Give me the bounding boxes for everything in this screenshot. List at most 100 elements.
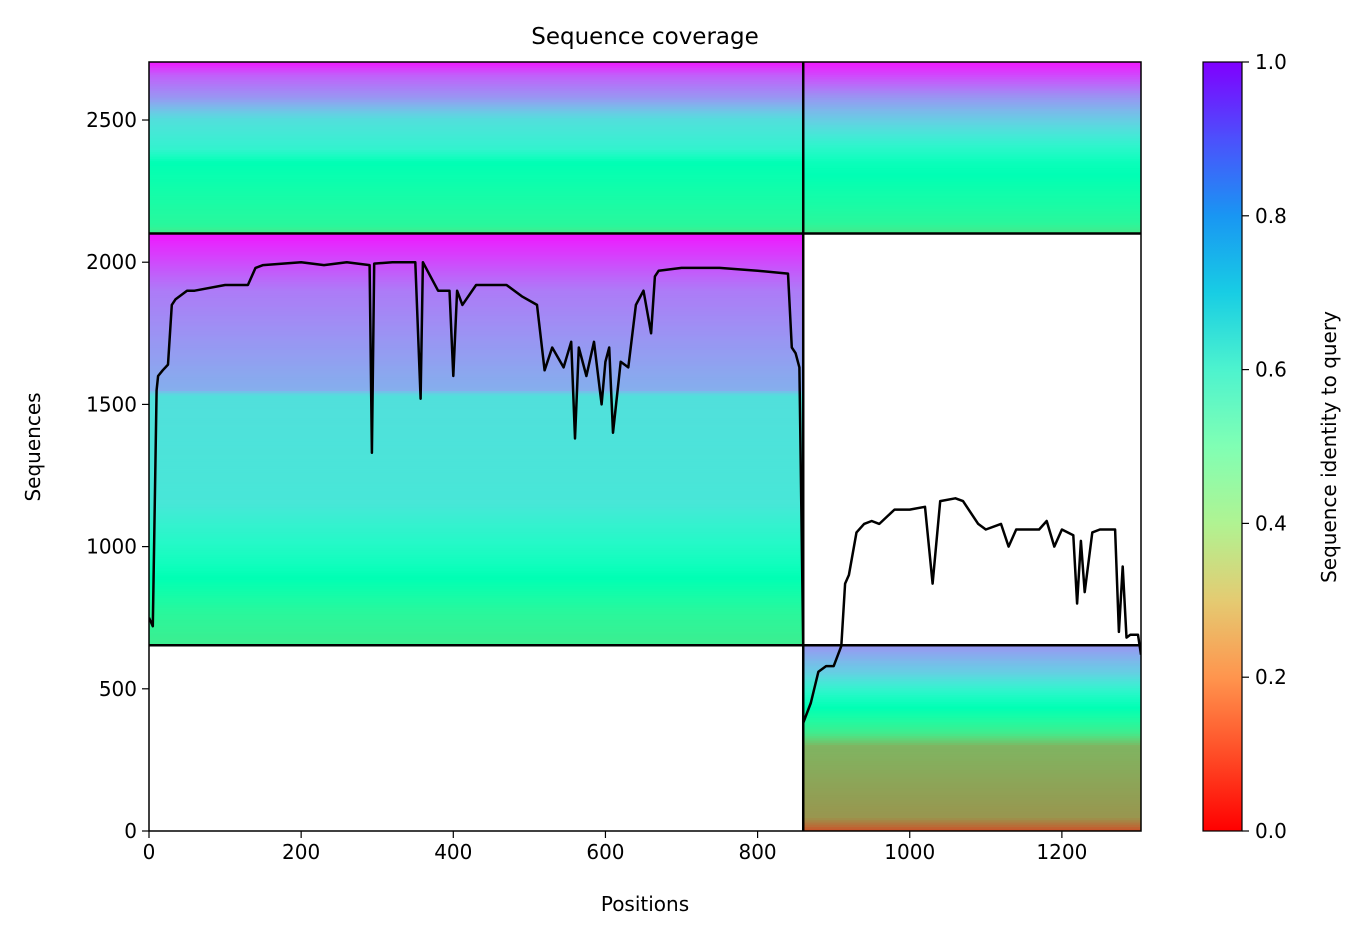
coverage-band	[149, 285, 804, 289]
coverage-band	[149, 272, 804, 276]
coverage-band	[149, 160, 804, 164]
coverage-band	[803, 137, 1141, 141]
coverage-band	[149, 103, 804, 107]
coverage-band	[149, 381, 804, 385]
coverage-band	[149, 331, 804, 335]
coverage-band	[149, 479, 804, 483]
coverage-band	[803, 203, 1141, 207]
coverage-band	[149, 515, 804, 519]
coverage-band	[149, 567, 804, 571]
coverage-band	[149, 613, 804, 617]
coverage-band	[803, 726, 1141, 730]
coverage-band	[803, 85, 1141, 89]
y-tick-label: 0	[124, 819, 137, 843]
coverage-band	[149, 631, 804, 635]
coverage-band	[149, 172, 804, 175]
coverage-band	[149, 424, 804, 428]
coverage-band	[149, 76, 804, 80]
coverage-band	[803, 792, 1141, 796]
coverage-band	[149, 153, 804, 157]
coverage-band	[803, 810, 1141, 814]
coverage-band	[149, 322, 804, 326]
coverage-band	[803, 714, 1141, 718]
coverage-band	[149, 131, 804, 134]
coverage-band	[149, 208, 804, 212]
coverage-band	[803, 167, 1141, 171]
coverage-band	[803, 719, 1141, 723]
coverage-band	[149, 147, 804, 150]
coverage-band	[149, 194, 804, 198]
coverage-band	[149, 133, 804, 137]
coverage-band	[149, 335, 804, 339]
coverage-band	[149, 99, 804, 103]
coverage-band	[149, 258, 804, 262]
coverage-band	[149, 162, 804, 166]
coverage-band	[149, 499, 804, 503]
coverage-band	[149, 367, 804, 371]
coverage-band	[149, 176, 804, 180]
coverage-band	[149, 517, 804, 521]
msa-block-3	[149, 233, 804, 646]
coverage-band	[149, 247, 804, 251]
coverage-band	[803, 128, 1141, 132]
coverage-band	[149, 69, 804, 73]
coverage-band	[803, 655, 1141, 659]
coverage-band	[149, 192, 804, 196]
coverage-band	[149, 108, 804, 112]
coverage-band	[803, 724, 1141, 727]
coverage-band	[149, 313, 804, 316]
coverage-band	[149, 178, 804, 182]
coverage-band	[149, 119, 804, 123]
coverage-band	[803, 669, 1141, 673]
coverage-band	[149, 545, 804, 549]
coverage-band	[803, 69, 1141, 73]
coverage-band	[803, 646, 1141, 650]
coverage-band	[149, 486, 804, 489]
coverage-band	[149, 62, 804, 66]
coverage-band	[803, 222, 1141, 225]
coverage-band	[149, 269, 804, 273]
coverage-band	[803, 699, 1141, 702]
coverage-band	[149, 617, 804, 621]
coverage-band	[149, 115, 804, 119]
coverage-band	[803, 83, 1141, 87]
coverage-band	[149, 529, 804, 533]
coverage-band	[149, 144, 804, 148]
coverage-band	[149, 604, 804, 608]
coverage-band	[803, 219, 1141, 223]
coverage-band	[803, 156, 1141, 160]
x-tick-label: 200	[282, 840, 320, 864]
coverage-band	[149, 554, 804, 558]
coverage-band	[149, 513, 804, 517]
coverage-band	[149, 71, 804, 75]
coverage-band	[149, 417, 804, 421]
msa-block-borders	[149, 62, 1141, 831]
coverage-band	[149, 495, 804, 499]
coverage-band	[149, 540, 804, 544]
coverage-band	[149, 213, 804, 216]
coverage-band	[149, 351, 804, 355]
coverage-band	[149, 149, 804, 153]
coverage-band	[803, 115, 1141, 119]
coverage-band	[803, 112, 1141, 116]
coverage-band	[803, 735, 1141, 739]
y-tick-label: 1500	[86, 392, 137, 416]
coverage-band	[149, 292, 804, 296]
coverage-band	[149, 422, 804, 426]
coverage-band	[149, 276, 804, 280]
coverage-band	[149, 315, 804, 319]
coverage-band	[149, 251, 804, 255]
coverage-band	[149, 622, 804, 626]
y-tick-label: 500	[99, 677, 137, 701]
coverage-band	[803, 674, 1141, 677]
coverage-band	[803, 153, 1141, 157]
coverage-band	[149, 552, 804, 555]
coverage-band	[149, 438, 804, 442]
coverage-band	[803, 160, 1141, 164]
coverage-band	[149, 203, 804, 207]
coverage-band	[803, 664, 1141, 668]
coverage-band	[803, 190, 1141, 194]
coverage-band	[803, 181, 1141, 185]
coverage-band	[149, 265, 804, 269]
coverage-band	[803, 176, 1141, 180]
